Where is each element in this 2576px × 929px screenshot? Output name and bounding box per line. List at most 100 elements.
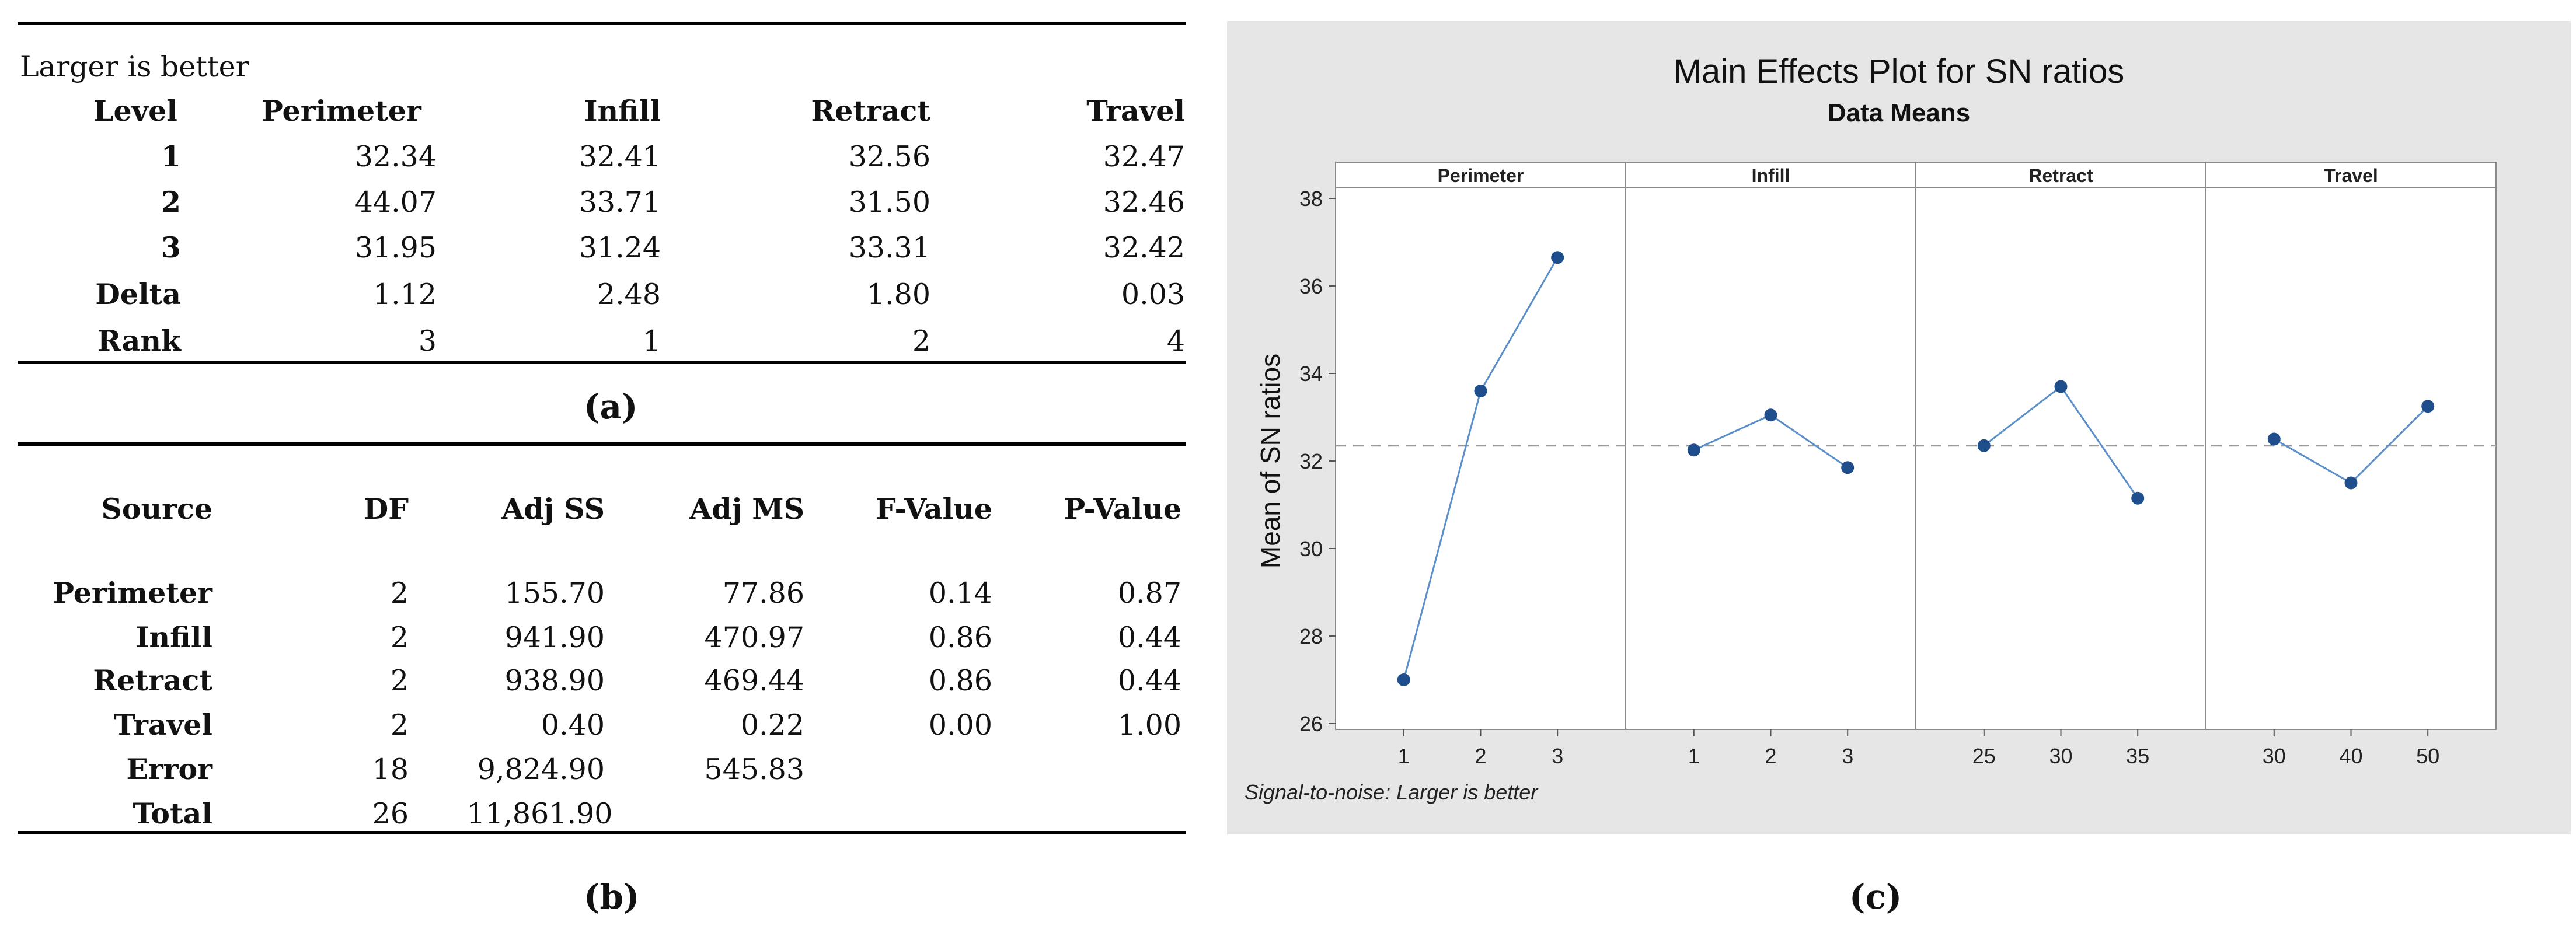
table-b-top-rule [18,442,1186,446]
table-a-cell: 32.47 [1103,140,1185,173]
data-point [2131,491,2145,505]
y-axis-label: Mean of SN ratios [1255,354,1285,568]
data-point [1551,251,1564,264]
table-a-note: Larger is better [20,50,250,83]
table-b-cell: 0.86 [928,621,992,654]
table-b-cell: 2 [390,664,409,697]
table-b-header-f-value: F-Value [875,492,992,526]
table-b-cell: 0.86 [928,664,992,697]
table-b-cell: 0.87 [1117,577,1181,610]
table-a-cell: 1.80 [866,278,930,311]
table-a-header-level: Level [93,94,177,128]
table-a-row-label: 1 [161,139,181,173]
table-b-cell: 2 [390,708,409,742]
panel-strip [1335,162,1626,188]
table-b-cell: 0.22 [740,708,804,742]
table-b-header-source: Source [101,492,212,526]
table-b-header-adj-ss: Adj SS [501,492,605,526]
table-a-row-label: 3 [161,230,181,264]
table-b-cell: 938.90 [504,664,605,697]
data-point [1841,461,1855,474]
table-b-cell: 0.44 [1117,664,1181,697]
data-point [2054,380,2068,393]
data-point [1687,443,1700,457]
x-tick-label: 3 [1552,744,1563,768]
table-a-bottom-rule [18,361,1186,364]
table-b-cell: 2 [390,577,409,610]
panel-strip-label: Travel [2324,165,2378,186]
table-a-cell: 4 [1166,324,1185,358]
table-a-caption: (a) [584,387,638,427]
table-b-cell: 77.86 [722,577,804,610]
table-b-cell: 2 [390,621,409,654]
data-point [1764,408,1777,422]
y-tick-label: 32 [1299,449,1323,473]
table-b-header-adj-ms: Adj MS [689,492,804,526]
y-tick-label: 36 [1299,274,1323,298]
y-tick-label: 28 [1299,624,1323,648]
chart-title: Main Effects Plot for SN ratios [1674,53,2125,90]
table-a-cell: 32.46 [1103,186,1185,219]
table-b-cell: 9,824.90 [477,753,605,786]
data-point [2344,476,2358,490]
chart-footnote: Signal-to-noise: Larger is better [1245,780,1539,804]
panel-strip [1915,162,2206,188]
table-b-cell: 1.00 [1117,708,1181,742]
table-a-cell: 31.95 [354,231,437,264]
table-a-header-travel: Travel [1086,94,1185,128]
data-point [1397,673,1410,686]
x-tick-label: 30 [2049,744,2072,768]
table-a-cell: 32.42 [1103,231,1185,264]
table-b-caption: (b) [584,877,640,917]
table-b-row-label: Travel [114,708,212,742]
table-a-cell: 1 [642,324,661,358]
x-tick-label: 25 [1972,744,1996,768]
data-point [1474,385,1487,397]
table-b-row-label: Error [126,752,212,786]
x-tick-label: 50 [2416,744,2439,768]
y-tick-label: 30 [1299,537,1323,561]
table-a-cell: 2 [912,324,930,358]
table-b-cell: 469.44 [704,664,804,697]
table-a-header-perimeter: Perimeter [262,94,421,128]
table-a-cell: 3 [418,324,437,358]
main-effects-chart-svg: Main Effects Plot for SN ratios Data Mean… [1245,53,2497,804]
x-tick-label: 1 [1688,744,1700,768]
table-a-cell: 32.34 [354,140,437,173]
table-a-cell: 33.71 [578,186,661,219]
table-a-cell: 32.41 [578,140,661,173]
panel-strip [2205,162,2497,188]
table-a-cell: 1.12 [372,278,437,311]
table-b-cell: 155.70 [504,577,605,610]
table-a-cell: 2.48 [597,278,661,311]
x-tick-label: 1 [1398,744,1410,768]
table-a-header-retract: Retract [811,94,930,128]
table-a-row-label: Rank [97,324,181,358]
y-tick-label: 38 [1299,187,1323,211]
table-b-bottom-rule [18,831,1186,834]
panel-strip-label: Perimeter [1438,165,1524,186]
table-b-cell: 545.83 [704,753,804,786]
table-a-row-label: 2 [161,185,181,219]
x-tick-label: 30 [2263,744,2286,768]
x-tick-label: 2 [1765,744,1776,768]
data-point [2421,400,2435,413]
x-tick-label: 35 [2126,744,2149,768]
main-effects-chart: Main Effects Plot for SN ratios Data Mean… [1227,21,2571,834]
x-tick-label: 3 [1842,744,1853,768]
x-tick-label: 40 [2339,744,2362,768]
table-a-cell: 32.56 [848,140,930,173]
table-b-cell: 26 [372,797,409,830]
table-a-cell: 33.31 [848,231,930,264]
table-a-cell: 44.07 [354,186,437,219]
data-point [2267,432,2281,446]
table-b-cell: 470.97 [704,621,804,654]
table-b-row-label: Retract [93,663,212,697]
table-a-top-rule [18,22,1186,25]
data-point [1977,439,1991,452]
table-b-row-label: Total [133,797,212,830]
table-b-header-p-value: P-Value [1064,492,1181,526]
table-a-cell: 31.50 [848,186,930,219]
table-b-cell: 941.90 [504,621,605,654]
chart-subtitle: Data Means [1828,99,1971,127]
